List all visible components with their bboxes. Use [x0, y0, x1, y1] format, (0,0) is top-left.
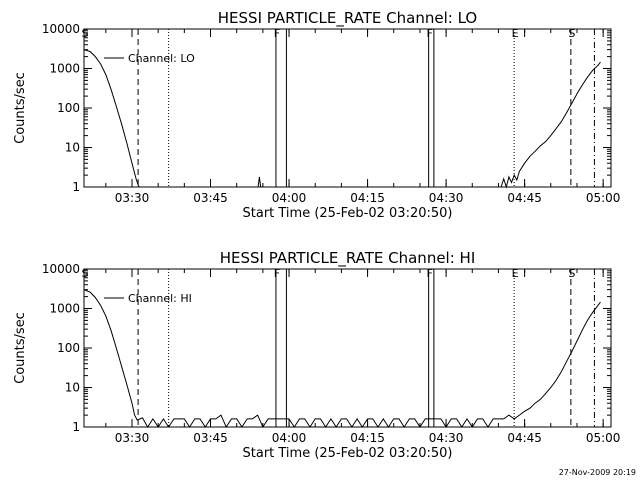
series-line: [83, 289, 601, 429]
x-tick-label: 05:00: [586, 191, 621, 205]
x-tick-label: 03:30: [115, 191, 150, 205]
legend-label: Channel: HI: [128, 292, 192, 305]
event-marker-label: S: [568, 267, 575, 280]
series-line: [83, 49, 601, 189]
event-marker-label: S: [568, 27, 575, 40]
x-tick-label: 04:30: [429, 191, 464, 205]
event-marker-label: F: [426, 27, 432, 40]
event-marker-label: S: [82, 27, 89, 40]
x-tick-label: 04:30: [429, 431, 464, 445]
x-tick-label: 03:30: [115, 431, 150, 445]
legend-label: Channel: LO: [128, 52, 195, 65]
y-tick-label: 10: [65, 141, 80, 155]
chart-panel-0: HESSI PARTICLE_RATE Channel: LO 1 10 100 100…: [13, 9, 620, 221]
x-tick-label: 03:45: [193, 191, 228, 205]
y-tick-label: 100: [57, 341, 80, 355]
x-tick-label: 04:45: [507, 431, 542, 445]
event-marker-label: E: [512, 267, 519, 280]
y-tick-label: 1000: [49, 62, 80, 76]
x-axis-label: Start Time (25-Feb-02 03:20:50): [243, 446, 453, 461]
footer-timestamp: 27-Nov-2009 20:19: [559, 468, 636, 477]
chart-title: HESSI PARTICLE_RATE Channel: HI: [220, 249, 476, 268]
event-marker-label: F: [426, 267, 432, 280]
x-tick-label: 03:45: [193, 431, 228, 445]
y-tick-label: 10000: [42, 262, 80, 276]
x-axis-label: Start Time (25-Feb-02 03:20:50): [243, 206, 453, 221]
y-tick-label: 10: [65, 381, 80, 395]
y-tick-label: 1000: [49, 302, 80, 316]
y-axis-label: Counts/sec: [13, 312, 28, 384]
x-tick-label: 05:00: [586, 431, 621, 445]
x-tick-label: 04:00: [272, 191, 307, 205]
event-marker-label: E: [512, 27, 519, 40]
event-marker-label: S: [82, 267, 89, 280]
x-tick-label: 04:15: [350, 431, 385, 445]
event-marker-label: F: [274, 27, 280, 40]
x-tick-label: 04:00: [272, 431, 307, 445]
y-tick-label: 100: [57, 101, 80, 115]
x-tick-label: 04:15: [350, 191, 385, 205]
chart-panel-1: HESSI PARTICLE_RATE Channel: HI 1 10 100 100…: [13, 249, 620, 461]
y-tick-label: 10000: [42, 22, 80, 36]
y-axis-label: Counts/sec: [13, 72, 28, 144]
chart-title: HESSI PARTICLE_RATE Channel: LO: [218, 9, 477, 28]
x-tick-label: 04:45: [507, 191, 542, 205]
y-tick-label: 1: [72, 180, 80, 194]
event-marker-label: F: [274, 267, 280, 280]
y-tick-label: 1: [72, 420, 80, 434]
